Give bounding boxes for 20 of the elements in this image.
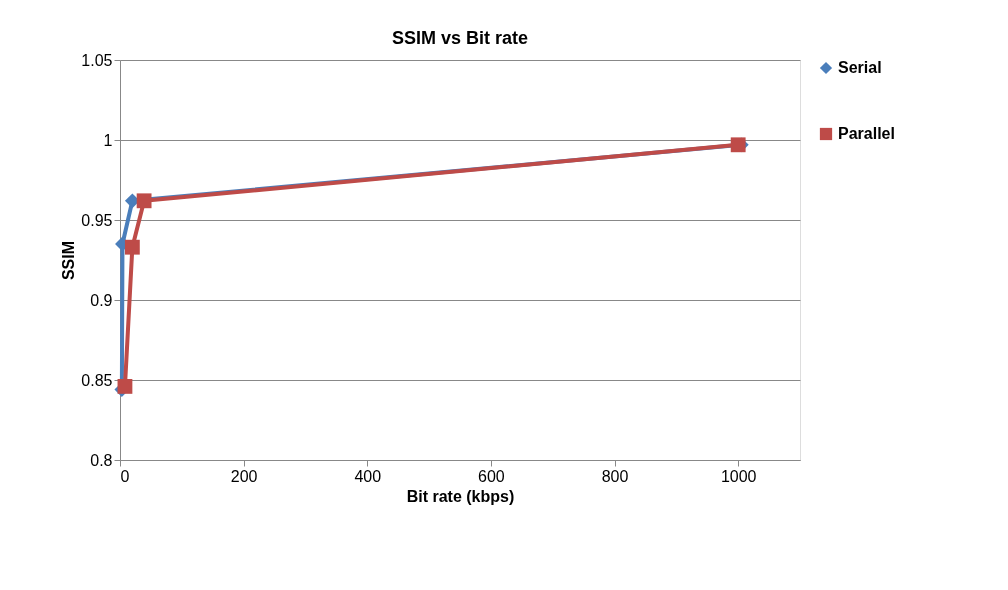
x-tick-label: 1000 bbox=[720, 467, 757, 485]
y-axis-title: SSIM bbox=[60, 240, 78, 281]
y-tick-label: 0.85 bbox=[81, 371, 113, 389]
y-tick-label: 0.95 bbox=[81, 211, 113, 229]
legend-label: Parallel bbox=[838, 125, 895, 142]
point bbox=[124, 239, 140, 255]
y-tick-label: 0.8 bbox=[90, 451, 113, 469]
x-axis-title: Bit rate (kbps) bbox=[406, 487, 515, 505]
point bbox=[136, 193, 152, 209]
y-tick-label: 0.9 bbox=[90, 291, 113, 309]
x-tick-label: 400 bbox=[354, 467, 382, 485]
y-tick-label: 1 bbox=[103, 131, 113, 149]
chart-title: SSIM vs Bit rate bbox=[391, 28, 529, 48]
y-tick-label: 1.05 bbox=[81, 51, 113, 69]
x-tick-label: 600 bbox=[478, 467, 505, 485]
x-tick-label: 800 bbox=[601, 467, 629, 485]
x-tick-label: 0 bbox=[120, 467, 130, 485]
legend-label: Serial bbox=[838, 59, 882, 76]
x-tick-label: 200 bbox=[230, 467, 258, 485]
point bbox=[117, 378, 133, 394]
